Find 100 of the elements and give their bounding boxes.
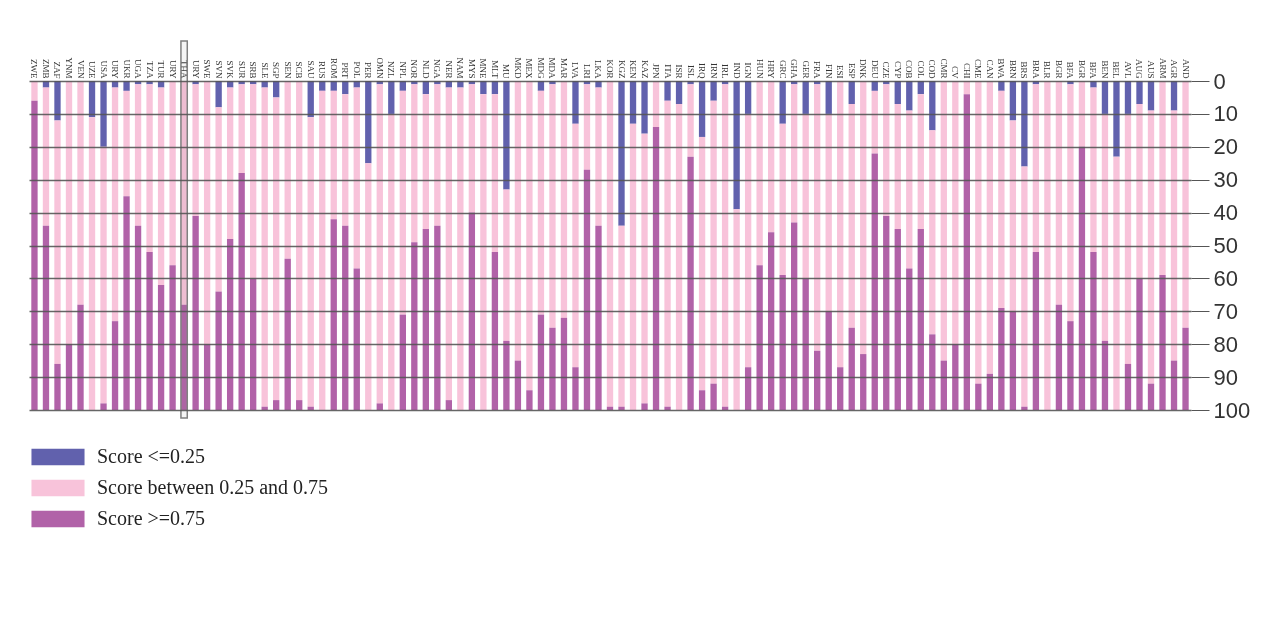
- bar: [134, 84, 142, 226]
- x-tick-label: CV: [950, 65, 961, 79]
- bar: [203, 81, 211, 345]
- bar: [1021, 81, 1028, 167]
- bar: [998, 81, 1005, 91]
- bar: [779, 123, 786, 276]
- bar: [146, 84, 153, 253]
- bar: [906, 81, 913, 111]
- bar: [353, 87, 360, 269]
- x-tick-label: SCB: [294, 61, 305, 79]
- bar: [88, 117, 96, 410]
- bar: [100, 403, 107, 410]
- bar: [894, 229, 901, 410]
- bar: [733, 209, 740, 410]
- bar: [837, 367, 844, 410]
- x-tick-label: ISL: [685, 65, 696, 79]
- bar: [998, 308, 1005, 410]
- x-tick-label: GER: [800, 60, 811, 79]
- x-tick-label: KEN: [628, 60, 639, 79]
- x-tick-label: MAR: [558, 57, 569, 79]
- x-tick-label: IRQ: [697, 63, 708, 79]
- bar: [491, 94, 499, 253]
- bar: [399, 314, 406, 410]
- bar: [595, 87, 602, 226]
- y-tick-label: 100: [1213, 397, 1251, 423]
- bar: [273, 400, 280, 410]
- bar: [1032, 252, 1040, 410]
- bar: [296, 81, 303, 401]
- bar: [169, 81, 176, 266]
- bar: [411, 84, 418, 243]
- bar: [986, 373, 994, 410]
- x-tick-label: HUN: [754, 59, 765, 79]
- bar: [929, 81, 936, 131]
- x-tick-label: ESP: [846, 62, 857, 79]
- x-tick-label: UZE: [87, 61, 98, 79]
- x-tick-label: NGA: [432, 59, 443, 79]
- bar: [767, 81, 775, 233]
- bar: [779, 81, 786, 124]
- y-tick-label: 70: [1213, 298, 1238, 324]
- bar: [572, 367, 579, 410]
- bar: [825, 113, 832, 312]
- bar: [123, 90, 130, 197]
- bar: [284, 258, 291, 410]
- x-tick-label: NER: [443, 60, 454, 79]
- bar: [1113, 81, 1120, 157]
- bar: [1113, 156, 1120, 410]
- x-tick-label: ZAF: [52, 61, 63, 79]
- bar: [1055, 304, 1063, 410]
- bar: [1055, 81, 1063, 305]
- bar: [330, 219, 337, 410]
- x-tick-label: SUR: [236, 60, 247, 79]
- bar: [342, 94, 349, 226]
- y-tick-label: 0: [1213, 68, 1226, 94]
- bar: [664, 81, 671, 101]
- bar: [422, 94, 429, 230]
- x-tick-label: SRB: [248, 61, 259, 79]
- bar: [894, 104, 901, 230]
- bar: [100, 146, 107, 404]
- bar: [1090, 252, 1097, 410]
- bar: [215, 81, 222, 108]
- x-tick-label: BGR: [1053, 59, 1064, 79]
- x-tick-label: URY: [110, 59, 121, 79]
- x-tick-label: USA: [98, 60, 109, 79]
- bar: [1124, 81, 1132, 114]
- bar: [192, 84, 199, 216]
- bar: [537, 314, 545, 410]
- bar: [1009, 120, 1017, 312]
- x-tick-label: COD: [927, 59, 938, 79]
- bar: [537, 90, 545, 315]
- bar: [261, 87, 268, 407]
- bar: [687, 84, 694, 157]
- bar: [526, 390, 533, 410]
- bar: [31, 81, 38, 101]
- bar: [111, 321, 119, 410]
- x-tick-label: CYP: [892, 60, 903, 79]
- y-tick-label: 30: [1213, 167, 1238, 193]
- bar: [1101, 113, 1109, 341]
- bar: [434, 225, 441, 410]
- y-tick-label: 20: [1213, 134, 1238, 160]
- bar: [917, 229, 924, 410]
- bar: [250, 84, 257, 279]
- bar: [710, 383, 717, 410]
- bar: [503, 81, 510, 190]
- bar: [963, 94, 970, 410]
- bar: [572, 81, 579, 124]
- bar: [698, 390, 706, 410]
- bar: [526, 81, 533, 391]
- x-tick-label: SGP: [271, 61, 282, 79]
- x-tick-label: BRA: [1030, 59, 1041, 79]
- bar: [906, 110, 913, 269]
- bar: [710, 81, 717, 101]
- x-tick-label: CME: [973, 58, 984, 79]
- bar: [549, 84, 556, 328]
- bar: [250, 278, 257, 410]
- bar: [399, 90, 406, 315]
- bar: [42, 225, 50, 410]
- bar: [388, 113, 395, 410]
- x-tick-label: LRI: [581, 64, 592, 79]
- x-tick-label: NZL: [386, 61, 397, 79]
- bar: [54, 81, 61, 121]
